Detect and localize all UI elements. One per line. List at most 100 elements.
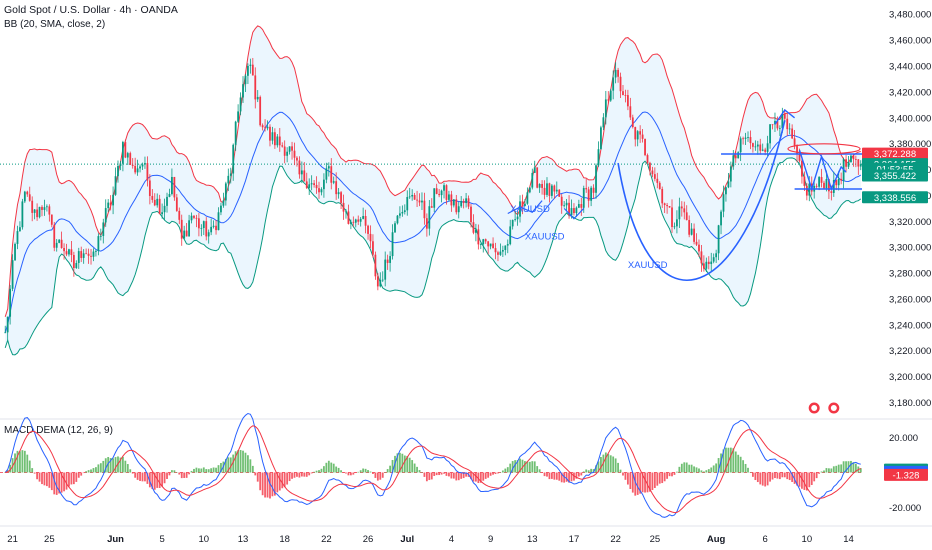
price-tick-label: 3,380.000	[889, 139, 931, 150]
candle-body	[658, 182, 661, 190]
candle-body	[389, 256, 391, 263]
histogram-bar	[450, 472, 453, 479]
candles	[4, 57, 862, 341]
histogram-bar	[514, 460, 517, 473]
candle-body	[845, 159, 847, 167]
histogram-bar	[837, 464, 840, 473]
candle-body	[577, 204, 580, 208]
histogram-bar	[614, 458, 617, 473]
histogram-bar	[825, 468, 828, 473]
histogram-bar	[384, 472, 387, 473]
candle-body	[482, 239, 485, 245]
histogram-bar	[141, 472, 144, 482]
candle-body	[247, 65, 249, 76]
histogram-bar	[764, 472, 767, 487]
histogram-bar	[685, 462, 688, 473]
candle-body	[445, 185, 448, 200]
histogram-bar	[183, 472, 186, 478]
candle-body	[41, 206, 43, 210]
histogram-bar	[217, 465, 220, 473]
candle-body	[597, 149, 600, 166]
histogram-bar	[769, 472, 771, 482]
candle-body	[23, 191, 26, 202]
histogram-bar	[163, 472, 166, 484]
histogram-bar	[38, 472, 41, 482]
candle-body	[175, 197, 178, 211]
candle-body	[600, 127, 602, 150]
histogram-bar	[229, 457, 232, 473]
histogram-bar	[499, 471, 502, 473]
histogram-bar	[823, 470, 825, 473]
candle-body	[9, 288, 12, 317]
candle-body	[462, 200, 465, 204]
histogram-bar	[854, 463, 857, 473]
histogram-bar	[43, 472, 46, 486]
candle-body	[21, 201, 24, 228]
histogram-bar	[472, 472, 475, 482]
candle-body	[46, 206, 48, 208]
candle-body	[587, 189, 590, 201]
histogram-bar	[220, 463, 222, 473]
candle-body	[403, 210, 406, 212]
candle-body	[582, 187, 585, 208]
candle-body	[11, 260, 14, 289]
price-tick-label: 3,300.000	[889, 243, 931, 254]
histogram-bar	[16, 450, 19, 473]
candle-body	[781, 113, 784, 129]
histogram-bar	[536, 466, 539, 473]
histogram-bar	[852, 462, 855, 473]
histogram-bar	[678, 466, 681, 473]
candle-body	[734, 155, 737, 159]
histogram-bar	[749, 472, 752, 473]
candle-body	[82, 253, 85, 258]
candle-body	[504, 245, 507, 250]
histogram-bar	[497, 472, 499, 474]
candle-body	[516, 216, 519, 220]
histogram-bar	[212, 467, 215, 473]
histogram-bar	[595, 465, 597, 473]
candle-body	[369, 233, 372, 242]
candle-body	[114, 176, 117, 195]
histogram-bar	[171, 470, 173, 473]
candle-body	[705, 261, 708, 269]
candle-body	[450, 194, 453, 206]
candle-body	[374, 254, 377, 277]
candle-body	[70, 249, 73, 256]
candle-body	[75, 263, 78, 269]
histogram-bar	[9, 464, 12, 473]
histogram-bar	[291, 472, 293, 479]
date-tick-label: Jul	[400, 534, 414, 545]
histogram-bar	[644, 472, 646, 493]
candle-body	[161, 212, 164, 215]
histogram-bar	[796, 472, 798, 486]
candle-body	[749, 137, 752, 144]
candle-body	[335, 181, 338, 195]
candle-body	[65, 251, 68, 255]
histogram-bar	[744, 463, 747, 473]
histogram-bar	[516, 460, 519, 473]
date-tick-label: 17	[569, 534, 580, 545]
candle-body	[756, 144, 759, 147]
candle-body	[50, 214, 53, 225]
candle-body	[595, 165, 597, 193]
histogram-bar	[641, 472, 644, 493]
candle-body	[396, 215, 399, 224]
candle-body	[837, 178, 840, 186]
histogram-bar	[742, 460, 745, 473]
candle-body	[190, 215, 193, 221]
candle-body	[555, 189, 558, 192]
candle-body	[153, 199, 156, 206]
candle-body	[318, 188, 320, 193]
candle-body	[421, 200, 423, 203]
candle-body	[347, 211, 350, 224]
candle-body	[727, 181, 730, 188]
histogram-bar	[786, 472, 789, 480]
histogram-bar	[254, 472, 257, 476]
histogram-bar	[676, 471, 678, 473]
date-tick-label: 10	[802, 534, 813, 545]
date-tick-label: 22	[610, 534, 621, 545]
candle-body	[148, 180, 151, 196]
candle-body	[771, 124, 774, 126]
candle-body	[720, 211, 722, 226]
